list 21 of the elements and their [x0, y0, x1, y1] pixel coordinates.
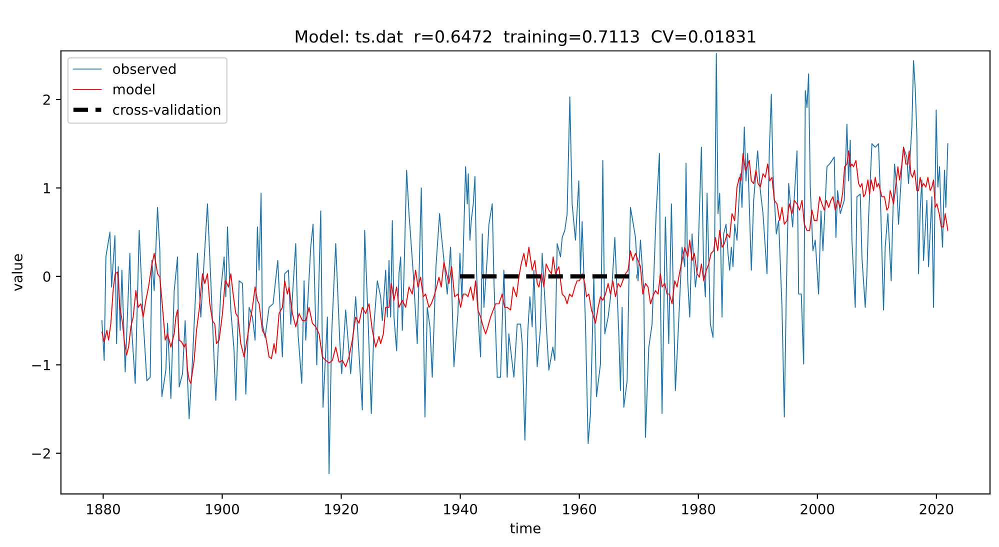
y-tick-label: 1	[44, 183, 50, 194]
x-tick-label: 1940	[444, 504, 478, 514]
x-tick-label: 1920	[325, 504, 358, 514]
x-tick-label: 1980	[682, 504, 716, 514]
y-axis-title: value	[12, 254, 22, 291]
chart-title: Model: ts.dat r=0.6472 training=0.7113 CV=0.01831	[296, 30, 756, 46]
y-tick-label: 0	[43, 271, 50, 282]
line-series	[101, 53, 948, 474]
x-tick-label: 2000	[800, 504, 834, 514]
x-tick-label: 1900	[206, 504, 239, 514]
y-tick-label: 2	[43, 94, 50, 105]
x-tick-label: 1880	[87, 504, 120, 514]
line-series	[101, 146, 948, 384]
legend-label: cross-validation	[113, 104, 220, 115]
x-tick-label: 1960	[563, 504, 596, 514]
legend-label: model	[114, 84, 154, 95]
x-tick-label: 2020	[920, 504, 954, 514]
x-axis-title: time	[510, 522, 540, 534]
y-tick-label: −2	[32, 448, 50, 459]
legend-label: observed	[113, 63, 176, 74]
y-tick-label: −1	[32, 360, 50, 370]
